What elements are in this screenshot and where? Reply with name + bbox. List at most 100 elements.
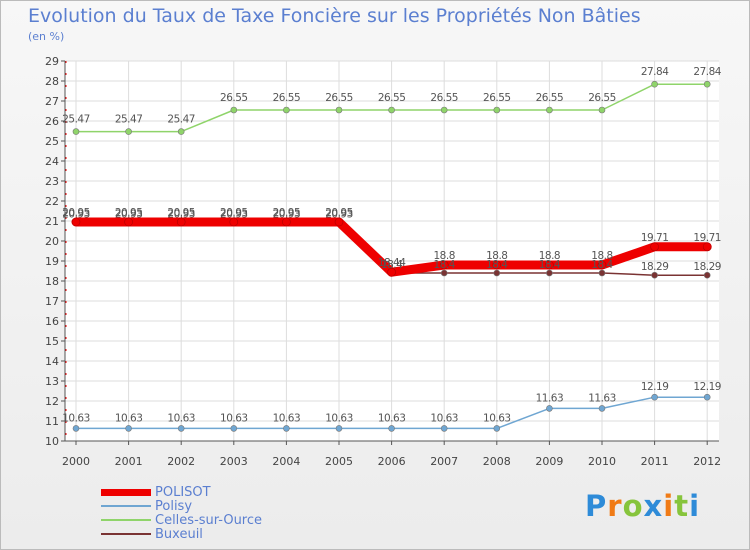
x-tick-label: 2011 (641, 455, 669, 468)
legend-swatch-polisot (101, 488, 151, 496)
logo-letter: i (663, 489, 675, 523)
data-label-polisy: 11.63 (588, 392, 616, 404)
data-label-celles-sur-ource: 27.84 (693, 66, 721, 78)
data-label-celles-sur-ource: 25.47 (115, 114, 143, 126)
data-label-polisot: 20.95 (220, 207, 248, 219)
data-point-celles-sur-ource (283, 106, 290, 114)
chart-subtitle: (en %) (28, 30, 65, 43)
data-label-celles-sur-ource: 26.55 (273, 92, 301, 104)
data-point-polisot (439, 260, 449, 270)
y-tick-label: 29 (45, 55, 59, 68)
data-label-polisot: 19.71 (641, 232, 669, 244)
data-point-polisy (125, 425, 132, 432)
data-label-polisy: 12.19 (641, 381, 669, 393)
data-label-buxeuil: 20.93 (273, 208, 301, 220)
data-label-polisy: 10.63 (62, 412, 90, 424)
x-tick-label: 2008 (483, 455, 511, 468)
data-point-celles-sur-ource (546, 106, 553, 114)
y-tick-label: 27 (45, 95, 59, 108)
data-label-buxeuil: 20.93 (220, 208, 248, 220)
y-tick-label: 11 (45, 415, 59, 428)
data-label-polisy: 10.63 (378, 412, 406, 424)
data-label-polisy: 10.63 (167, 412, 195, 424)
data-point-polisy (230, 425, 238, 432)
data-label-polisy: 11.63 (536, 392, 564, 404)
data-label-buxeuil: 18.29 (641, 261, 669, 273)
y-tick-label: 15 (45, 335, 59, 348)
data-point-celles-sur-ource (440, 106, 448, 114)
data-label-celles-sur-ource: 26.55 (430, 92, 458, 104)
data-point-celles-sur-ource (72, 128, 80, 135)
y-tick-label: 23 (45, 175, 59, 188)
data-label-polisot: 20.95 (167, 207, 195, 219)
y-tick-label: 17 (45, 295, 59, 308)
y-tick-label: 13 (45, 375, 59, 388)
data-label-buxeuil: 20.93 (115, 208, 143, 220)
data-point-polisy (493, 425, 501, 432)
data-point-polisot (71, 217, 81, 227)
data-point-polisy (598, 405, 606, 412)
y-tick-label: 18 (45, 275, 59, 288)
data-label-buxeuil: 18.4 (539, 259, 561, 271)
data-point-celles-sur-ource (125, 128, 132, 135)
data-point-polisot (124, 217, 133, 227)
y-tick-label: 12 (45, 395, 59, 408)
x-tick-label: 2012 (693, 455, 721, 468)
data-label-buxeuil: 18.29 (693, 261, 721, 273)
y-tick-label: 14 (45, 355, 59, 368)
data-label-polisot: 18.8 (434, 250, 455, 262)
data-label-polisot: 20.95 (325, 207, 353, 219)
data-label-celles-sur-ource: 26.55 (325, 92, 353, 104)
data-point-polisy (283, 425, 290, 432)
data-label-polisot: 20.95 (62, 207, 90, 219)
data-label-buxeuil: 18.4 (591, 259, 613, 271)
logo-letter: o (622, 489, 644, 523)
x-tick-label: 2010 (588, 455, 616, 468)
logo-letter: r (607, 489, 623, 523)
data-label-celles-sur-ource: 26.55 (588, 92, 616, 104)
legend: POLISOT Polisy Celles-sur-Ource Buxeuil (101, 484, 262, 542)
legend-swatch-polisy (101, 505, 151, 507)
data-label-celles-sur-ource: 27.84 (641, 66, 669, 78)
y-tick-label: 24 (45, 155, 59, 168)
data-point-polisot (545, 260, 554, 270)
data-point-celles-sur-ource (388, 106, 395, 114)
data-point-celles-sur-ource (230, 106, 238, 114)
data-point-celles-sur-ource (335, 106, 343, 114)
data-point-buxeuil (651, 271, 658, 279)
legend-label-polisy: Polisy (155, 498, 193, 514)
chart-title: Evolution du Taux de Taxe Foncière sur l… (28, 5, 641, 27)
data-point-polisot (650, 242, 659, 252)
data-label-celles-sur-ource: 26.55 (220, 92, 248, 104)
data-point-celles-sur-ource (598, 106, 606, 114)
data-point-polisot (597, 260, 607, 270)
data-label-polisy: 10.63 (430, 412, 458, 424)
data-label-polisot: 18.8 (486, 250, 507, 262)
data-point-celles-sur-ource (493, 106, 501, 114)
y-tick-label: 25 (45, 135, 59, 148)
data-label-polisot: 18.8 (539, 250, 560, 262)
data-label-polisot: 20.95 (115, 207, 143, 219)
data-point-polisot (702, 242, 712, 252)
data-label-celles-sur-ource: 25.47 (62, 114, 90, 126)
x-tick-label: 2006 (378, 455, 406, 468)
logo-letter: i (689, 489, 701, 523)
data-point-buxeuil (598, 269, 606, 277)
data-label-celles-sur-ource: 26.55 (536, 92, 564, 104)
data-label-buxeuil: 20.93 (167, 208, 195, 220)
data-point-polisot (492, 260, 502, 270)
legend-label-polisot: POLISOT (155, 484, 211, 500)
data-point-buxeuil (493, 269, 501, 277)
legend-item-celles-sur-ource: Celles-sur-Ource (101, 513, 262, 528)
y-tick-label: 26 (45, 115, 59, 128)
legend-label-buxeuil: Buxeuil (155, 526, 203, 542)
logo-letter: P (585, 489, 608, 523)
legend-item-buxeuil: Buxeuil (101, 526, 262, 542)
data-point-polisy (546, 405, 553, 412)
data-label-buxeuil: 18.4 (434, 259, 456, 271)
data-label-polisot: 18.8 (591, 250, 612, 262)
data-point-polisy (703, 393, 711, 401)
data-point-polisot (229, 217, 239, 227)
data-label-polisy: 10.63 (220, 412, 248, 424)
data-label-buxeuil: 20.93 (325, 208, 353, 220)
